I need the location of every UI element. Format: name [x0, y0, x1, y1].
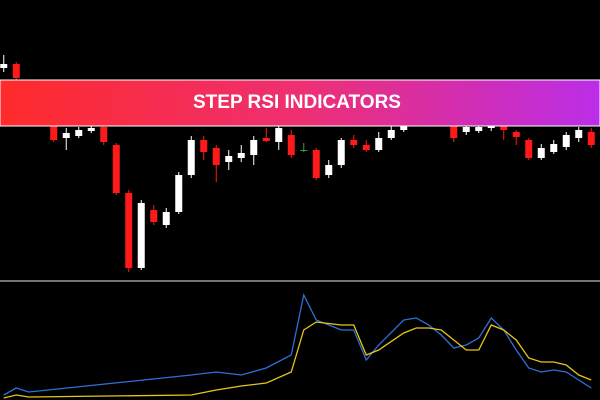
candle-body — [175, 175, 183, 212]
banner-bar — [0, 79, 600, 127]
candle-body — [162, 212, 170, 225]
candle-body — [312, 150, 320, 178]
candle-body — [112, 145, 120, 193]
price-panel — [0, 55, 595, 272]
candle-body — [137, 203, 145, 268]
candle-body — [225, 156, 233, 162]
candle-body — [462, 127, 470, 132]
candle-body — [300, 150, 308, 151]
candle-body — [75, 130, 83, 136]
candle-body — [537, 148, 545, 158]
candle-body — [350, 140, 358, 145]
candle-body — [275, 128, 283, 142]
candle-body — [587, 132, 595, 145]
rsi-line — [3, 321, 592, 399]
banner: STEP RSI INDICATORS — [0, 79, 600, 127]
candle-body — [387, 130, 395, 138]
candle-body — [262, 138, 270, 141]
candle-body — [50, 125, 58, 140]
candle-body — [287, 135, 295, 155]
candle-body — [187, 140, 195, 175]
rsi-panel — [3, 293, 592, 399]
candle-body — [212, 148, 220, 165]
candle-body — [500, 126, 508, 130]
candle-body — [87, 128, 95, 131]
candle-body — [12, 64, 20, 78]
candle-body — [575, 130, 583, 138]
rsi-line — [3, 293, 592, 396]
candle-body — [200, 140, 208, 152]
candle-body — [550, 144, 558, 152]
banner-title: STEP RSI INDICATORS — [193, 92, 401, 113]
candle-body — [375, 138, 383, 150]
candle-body — [125, 193, 133, 268]
candle-body — [475, 127, 483, 131]
candle-body — [62, 133, 70, 138]
candle-body — [400, 126, 408, 130]
candle-body — [150, 210, 158, 222]
candle-body — [0, 64, 8, 68]
candle-body — [337, 140, 345, 165]
candle-body — [100, 127, 108, 142]
candle-body — [450, 125, 458, 138]
candle-body — [512, 132, 520, 137]
candle-body — [325, 165, 333, 175]
candle-body — [250, 140, 258, 155]
candle-body — [237, 153, 245, 158]
candle-body — [525, 140, 533, 158]
candle-body — [562, 135, 570, 147]
candle-body — [362, 145, 370, 150]
